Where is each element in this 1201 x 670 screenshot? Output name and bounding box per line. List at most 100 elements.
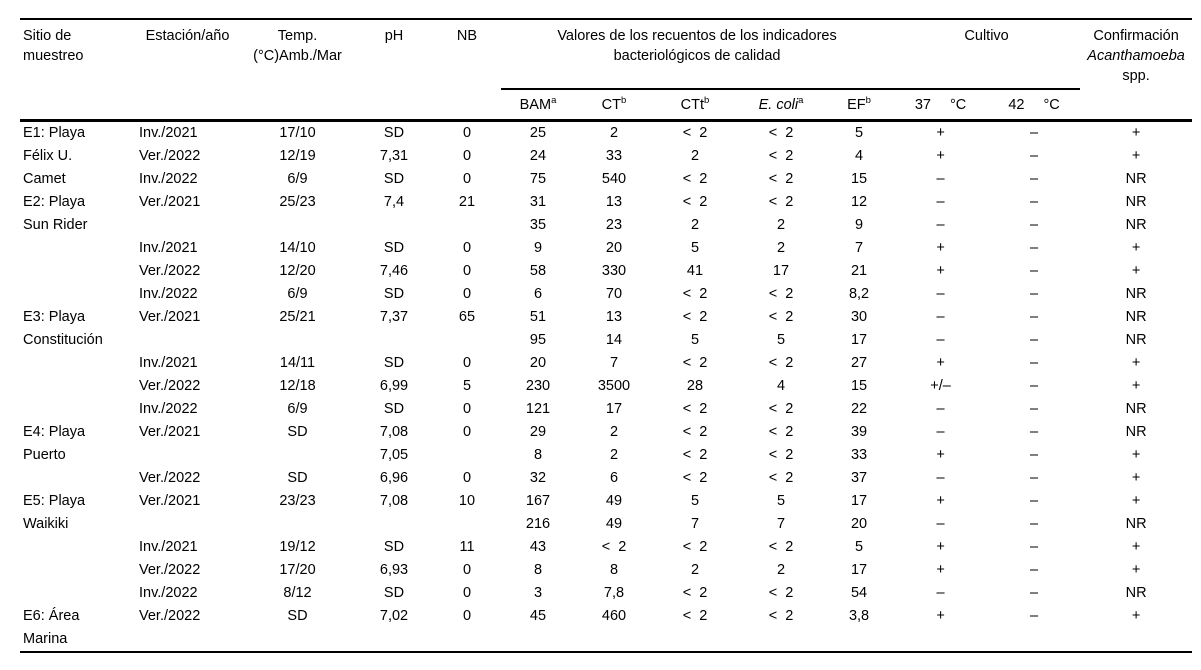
cell-ct: 49 xyxy=(605,493,623,509)
cell-season: Ver./2021 xyxy=(139,424,201,440)
cell-confirmation: NR xyxy=(1125,217,1147,233)
cell-site: Constitución xyxy=(23,332,103,348)
cell-nb: 0 xyxy=(462,401,472,417)
table-row: Inv./2021 14/10 SD 0 9 20 5 2 7 + – + xyxy=(20,237,1192,260)
cell-nb: 65 xyxy=(458,309,476,325)
col-header-nb: NB xyxy=(456,28,478,44)
table-row: E2: Playa Ver./2021 25/23 7,4 21 31 13 < 2 < 2 12… xyxy=(20,191,1192,214)
cell-ph: 6,96 xyxy=(379,470,409,486)
col-header-ecoli: E. colia xyxy=(758,94,804,113)
cell-ecoli: < 2 xyxy=(768,401,794,417)
cell-nb: 0 xyxy=(462,355,472,371)
cell-bam xyxy=(501,628,575,652)
cell-site xyxy=(20,559,135,582)
cell-ct: 6 xyxy=(609,470,619,486)
cell-season xyxy=(135,628,240,652)
cell-site: E6: Área xyxy=(23,608,80,624)
cell-bam: 95 xyxy=(529,332,547,348)
cell-temp: 12/18 xyxy=(279,378,316,394)
cell-confirmation: + xyxy=(1131,148,1141,164)
cell-temp: 17/10 xyxy=(279,125,316,141)
cell-ph: SD xyxy=(383,171,405,187)
ct-superscript: b xyxy=(621,94,627,106)
cell-nb: 0 xyxy=(462,240,472,256)
cell-ct: 17 xyxy=(605,401,623,417)
cell-confirmation: + xyxy=(1131,539,1141,555)
cell-temp: SD xyxy=(287,470,308,486)
cell-ctt: < 2 xyxy=(682,447,708,463)
cell-ecoli: < 2 xyxy=(768,424,794,440)
cell-cultivo-37: – xyxy=(936,286,945,302)
cell-ct: 460 xyxy=(601,608,627,624)
cell-cultivo-37: +/– xyxy=(930,378,951,394)
cell-ctt: < 2 xyxy=(682,171,708,187)
cell-cultivo-42: – xyxy=(1030,309,1039,325)
cell-site: Marina xyxy=(23,631,68,647)
cell-confirmation: NR xyxy=(1125,171,1147,187)
cell-confirmation: NR xyxy=(1125,194,1147,210)
cell-ct: 13 xyxy=(605,194,623,210)
cell-ct: 2 xyxy=(609,447,619,463)
cell-cultivo-37: – xyxy=(936,194,945,210)
cell-ph: SD xyxy=(383,585,405,601)
table-row: E5: Playa Ver./2021 23/23 7,08 10 167 49 5 5 17 + –… xyxy=(20,490,1192,513)
cell-confirmation: + xyxy=(1131,355,1141,371)
cell-site: E2: Playa xyxy=(23,194,86,210)
cell-nb: 0 xyxy=(462,171,472,187)
cell-cultivo-42: – xyxy=(1030,470,1039,486)
cell-confirmation: NR xyxy=(1125,332,1147,348)
cell-bam: 6 xyxy=(533,286,543,302)
cell-bam: 167 xyxy=(525,493,551,509)
col-header-ct: CTb xyxy=(601,94,627,113)
cell-ct: 14 xyxy=(605,332,623,348)
cell-ph: 7,08 xyxy=(379,424,409,440)
cell-temp: 12/19 xyxy=(279,148,316,164)
cell-ecoli: < 2 xyxy=(768,470,794,486)
cell-cultivo-37: – xyxy=(936,585,945,601)
table-row: Inv./2021 19/12 SD 11 43 < 2 < 2 < 2 5 + – + xyxy=(20,536,1192,559)
cell-ct: 7 xyxy=(609,355,619,371)
cell-nb: 0 xyxy=(462,424,472,440)
cell-nb xyxy=(433,329,501,352)
cell-confirmation: NR xyxy=(1125,424,1147,440)
cell-ct xyxy=(575,628,653,652)
table-row: Ver./2022 12/20 7,46 0 58 330 41 17 21 + – + xyxy=(20,260,1192,283)
cell-site: Sun Rider xyxy=(23,217,88,233)
cell-ef: 27 xyxy=(850,355,868,371)
cell-season: Inv./2021 xyxy=(139,125,198,141)
cell-ctt: < 2 xyxy=(682,286,708,302)
cell-cultivo-42: – xyxy=(1030,194,1039,210)
cell-cultivo-37: + xyxy=(936,562,945,578)
cell-ecoli: < 2 xyxy=(768,171,794,187)
cell-nb: 0 xyxy=(462,470,472,486)
cell-confirmation: + xyxy=(1131,562,1141,578)
cell-ef: 54 xyxy=(850,585,868,601)
confirmacion-line2: Acanthamoeba xyxy=(1087,48,1185,64)
cell-ph: 7,37 xyxy=(379,309,409,325)
cell-ctt: < 2 xyxy=(682,355,708,371)
cell-cultivo-42: – xyxy=(1030,286,1039,302)
cell-ph: 7,08 xyxy=(379,493,409,509)
cell-ecoli: < 2 xyxy=(768,309,794,325)
cell-cultivo-42: – xyxy=(1030,332,1039,348)
cell-cultivo-42: – xyxy=(1030,562,1039,578)
cell-ef: 4 xyxy=(854,148,864,164)
cell-temp: 17/20 xyxy=(279,562,316,578)
table-row: Ver./2022 17/20 6,93 0 8 8 2 2 17 + – + xyxy=(20,559,1192,582)
cell-temp xyxy=(240,444,355,467)
table-row: Inv./2022 8/12 SD 0 3 7,8 < 2 < 2 54 – – NR xyxy=(20,582,1192,605)
cell-cultivo-37: + xyxy=(936,355,945,371)
cell-cultivo-37: + xyxy=(936,148,945,164)
cell-confirmation xyxy=(1080,628,1192,652)
cell-ph: 6,99 xyxy=(379,378,409,394)
cell-nb: 5 xyxy=(462,378,472,394)
cell-nb: 0 xyxy=(462,585,472,601)
cell-cultivo-42: – xyxy=(1030,516,1039,532)
cell-temp xyxy=(240,628,355,652)
cell-nb xyxy=(433,628,501,652)
cell-ef: 15 xyxy=(850,378,868,394)
cell-confirmation: NR xyxy=(1125,286,1147,302)
cell-ph: SD xyxy=(383,401,405,417)
cell-site: Waikiki xyxy=(23,516,69,532)
cell-season xyxy=(135,513,240,536)
